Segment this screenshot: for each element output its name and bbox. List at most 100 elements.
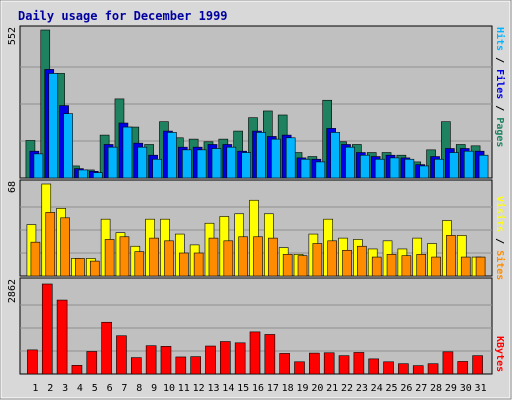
legend-sep-3: / <box>494 232 505 250</box>
bar-pages-26 <box>404 158 415 179</box>
bar-kbytes-2 <box>41 283 53 375</box>
bar-pages-10 <box>167 132 177 179</box>
x-label-day-20: 20 <box>311 383 323 394</box>
legend-files: Files <box>494 69 506 99</box>
x-label-day-11: 11 <box>178 383 190 394</box>
x-label-day-19: 19 <box>296 383 308 394</box>
bar-kbytes-19 <box>294 361 305 375</box>
x-label-day-5: 5 <box>92 383 98 394</box>
bar-sites-1 <box>30 241 41 277</box>
bar-kbytes-16 <box>249 331 261 375</box>
chart-title: Daily usage for December 1999 <box>18 9 228 23</box>
bar-kbytes-18 <box>279 353 290 375</box>
bar-sites-7 <box>119 236 130 277</box>
bar-kbytes-5 <box>86 351 98 375</box>
x-label-day-12: 12 <box>193 383 205 394</box>
bar-kbytes-10 <box>160 346 172 375</box>
x-label-day-9: 9 <box>151 383 157 394</box>
legend-sep-1: / <box>494 51 505 69</box>
bar-pages-27 <box>419 165 430 179</box>
x-label-day-30: 30 <box>460 383 472 394</box>
bar-sites-12 <box>193 252 204 277</box>
bar-sites-16 <box>253 236 263 277</box>
x-label-day-17: 17 <box>267 383 279 394</box>
x-label-day-2: 2 <box>47 383 53 394</box>
x-label-day-29: 29 <box>445 383 457 394</box>
bar-sites-14 <box>223 240 234 277</box>
bar-kbytes-22 <box>338 355 350 375</box>
mid-legend: Visits / Sites <box>494 196 506 280</box>
x-axis-labels: 1 2 3 4 5 6 7 8 9 10 11 12 13 14 15 16 17 18 19 20 21 22 23 24 2… <box>32 383 486 394</box>
bar-sites-4 <box>75 258 85 277</box>
bar-sites-17 <box>268 237 278 277</box>
bar-kbytes-6 <box>101 321 112 375</box>
bar-pages-31 <box>478 154 489 179</box>
bar-pages-6 <box>107 146 118 179</box>
bar-sites-13 <box>208 237 219 277</box>
bar-kbytes-15 <box>234 342 246 375</box>
bar-sites-19 <box>297 255 308 277</box>
bar-kbytes-9 <box>145 345 157 375</box>
bar-pages-25 <box>389 157 400 179</box>
bar-sites-30 <box>460 256 471 277</box>
bar-pages-8 <box>137 146 148 179</box>
bar-pages-17 <box>271 138 281 179</box>
bar-pages-21 <box>330 132 340 179</box>
bar-sites-18 <box>282 254 293 277</box>
x-label-day-1: 1 <box>32 383 38 394</box>
bar-kbytes-7 <box>116 335 127 375</box>
x-label-day-23: 23 <box>356 383 368 394</box>
bar-kbytes-1 <box>27 349 38 375</box>
bar-sites-8 <box>134 251 145 277</box>
bot-legend: KBytes <box>494 336 505 372</box>
x-label-day-28: 28 <box>430 383 442 394</box>
bar-sites-15 <box>238 236 248 277</box>
kbytes-ymax-label: 2862 <box>7 279 18 303</box>
bar-pages-7 <box>122 126 133 179</box>
x-label-day-22: 22 <box>341 383 353 394</box>
top-legend: Hits / Files / Pages <box>494 27 506 147</box>
bar-kbytes-30 <box>457 361 469 375</box>
bar-pages-16 <box>256 132 266 179</box>
bar-pages-19 <box>300 158 311 179</box>
bar-pages-1 <box>33 153 44 179</box>
bar-sites-2 <box>45 212 56 277</box>
x-label-day-6: 6 <box>107 383 113 394</box>
x-label-day-24: 24 <box>371 383 383 394</box>
bar-kbytes-11 <box>175 356 187 375</box>
x-label-day-25: 25 <box>386 383 398 394</box>
legend-sites: Sites <box>494 250 506 280</box>
bar-kbytes-4 <box>71 365 83 375</box>
bar-kbytes-28 <box>427 363 439 375</box>
bar-pages-18 <box>285 137 296 179</box>
bar-kbytes-26 <box>398 363 409 375</box>
visits-ymax-label: 68 <box>7 181 18 193</box>
x-label-day-26: 26 <box>400 383 412 394</box>
bar-sites-28 <box>431 256 441 277</box>
bar-pages-15 <box>241 152 251 179</box>
x-label-day-21: 21 <box>326 383 338 394</box>
bar-kbytes-20 <box>309 352 320 375</box>
bar-pages-28 <box>434 158 444 179</box>
bar-sites-9 <box>149 237 159 277</box>
x-label-day-7: 7 <box>121 383 127 394</box>
bar-pages-9 <box>152 158 162 179</box>
bar-sites-11 <box>179 252 189 277</box>
legend-visits: Visits <box>494 196 506 232</box>
bar-pages-11 <box>182 149 192 179</box>
bar-kbytes-29 <box>442 351 454 375</box>
bar-pages-4 <box>78 169 88 179</box>
bar-sites-22 <box>342 249 352 277</box>
bar-kbytes-3 <box>56 299 68 375</box>
bar-sites-23 <box>357 245 367 277</box>
bar-pages-22 <box>345 146 355 179</box>
legend-pages: Hits <box>494 27 506 51</box>
bar-sites-10 <box>164 240 174 277</box>
bar-kbytes-23 <box>353 352 365 375</box>
bar-kbytes-21 <box>323 352 335 375</box>
legend-hits: Pages <box>494 117 505 147</box>
x-label-day-27: 27 <box>415 383 427 394</box>
bar-pages-14 <box>226 146 237 179</box>
bar-sites-3 <box>60 217 70 277</box>
